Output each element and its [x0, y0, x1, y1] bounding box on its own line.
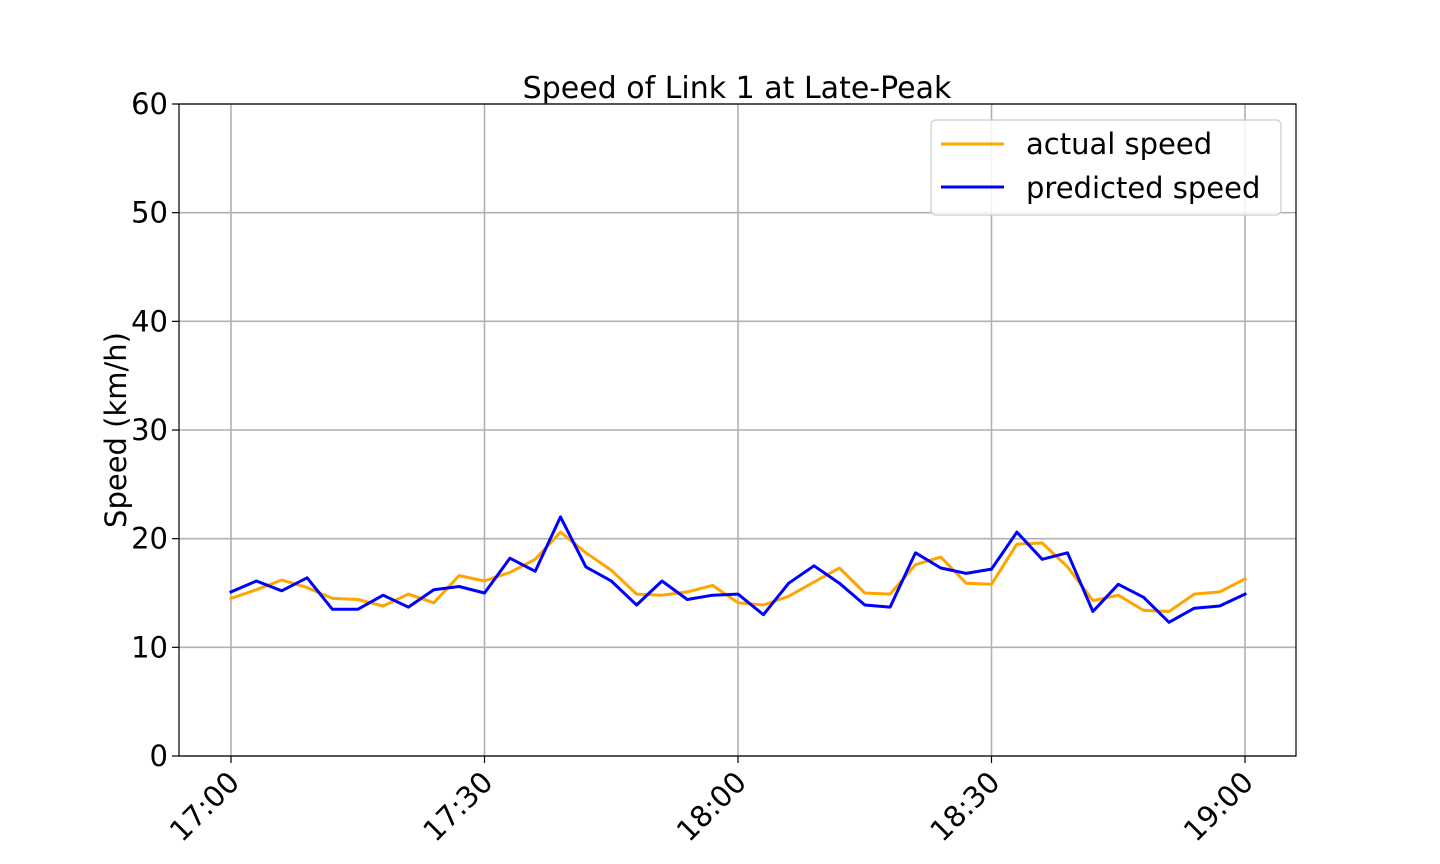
y-tick-label: 20 — [131, 522, 168, 556]
series-line-actual-speed — [229, 530, 1248, 613]
y-tick-label: 50 — [131, 196, 168, 230]
x-tick-label: 18:30 — [923, 765, 1006, 848]
y-tick-label: 40 — [131, 304, 168, 338]
chart-title: Speed of Link 1 at Late-Peak — [523, 71, 952, 106]
y-tick-label: 10 — [131, 630, 168, 664]
legend-box — [930, 119, 1282, 216]
x-tick-label: 18:00 — [670, 765, 753, 848]
x-tick-label: 19:00 — [1177, 765, 1260, 848]
x-axis-ticks: 17:00 17:30 18:00 18:30 19:00 — [163, 756, 1260, 848]
x-tick-label: 17:30 — [416, 765, 499, 848]
legend-label-actual-speed: actual speed — [1026, 127, 1212, 161]
y-tick-label: 60 — [131, 87, 168, 121]
y-axis-ticks: 0 10 20 30 40 50 60 — [131, 87, 179, 773]
series-line-predicted-speed — [229, 515, 1247, 624]
y-tick-label: 30 — [131, 413, 168, 447]
y-axis-label: Speed (km/h) — [99, 332, 133, 528]
series-layer — [229, 515, 1248, 624]
legend-label-predicted-speed: predicted speed — [1026, 171, 1260, 205]
y-tick-label: 0 — [150, 739, 168, 773]
x-tick-label: 17:00 — [163, 765, 246, 848]
legend: actual speed predicted speed — [930, 119, 1282, 216]
